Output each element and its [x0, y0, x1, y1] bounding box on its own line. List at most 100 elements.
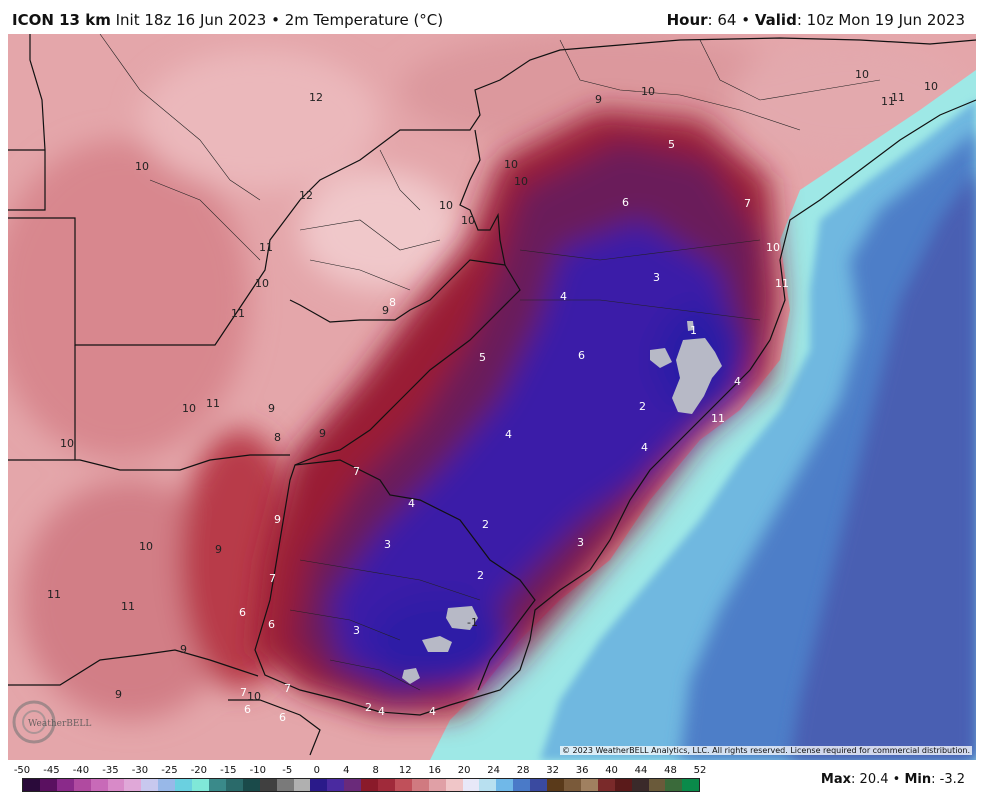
colorbar-segment: [394, 779, 412, 791]
colorbar-segment: [23, 779, 40, 791]
valid-value: : 10z Mon 19 Jun 2023: [796, 11, 965, 29]
contour-label: 7: [269, 572, 276, 585]
contour-label: 9: [274, 513, 281, 526]
colorbar-tick-label: 0: [313, 765, 320, 776]
contour-label: 3: [353, 624, 360, 637]
header-left: ICON 13 km Init 18z 16 Jun 2023 • 2m Tem…: [12, 11, 443, 29]
header-right: Hour: 64 • Valid: 10z Mon 19 Jun 2023: [667, 11, 965, 29]
contour-label: 10: [924, 80, 938, 93]
contour-label: 11: [206, 397, 220, 410]
contour-label: 11: [47, 588, 61, 601]
contour-label: 12: [309, 91, 323, 104]
contour-label: 10: [182, 402, 196, 415]
colorbar-tick-label: -45: [43, 765, 60, 776]
colorbar-tick-label: -10: [249, 765, 266, 776]
colorbar-segment: [411, 779, 429, 791]
header-bar: ICON 13 km Init 18z 16 Jun 2023 • 2m Tem…: [0, 0, 984, 34]
colorbar-segment: [547, 779, 564, 791]
contour-label: 9: [382, 304, 389, 317]
contour-label: 6: [244, 703, 251, 716]
contour-label: 9: [215, 543, 222, 556]
contour-label: 2: [365, 701, 372, 714]
contour-label: 10: [461, 214, 475, 227]
contour-label: 6: [279, 711, 286, 724]
contour-label: 7: [744, 197, 751, 210]
min-value: : -3.2: [931, 772, 965, 787]
contour-label: 10: [504, 158, 518, 171]
contour-label: 3: [577, 536, 584, 549]
contour-label: 4: [641, 441, 648, 454]
colorbar-tick-label: -40: [72, 765, 90, 776]
colorbar-segment: [293, 779, 311, 791]
colorbar-tick-label: -25: [161, 765, 178, 776]
contour-label: 9: [115, 688, 122, 701]
contour-label: 11: [259, 241, 273, 254]
colorbar-segment: [597, 779, 615, 791]
colorbar-segment: [327, 779, 345, 791]
contour-label: 6: [578, 349, 585, 362]
colorbar-segment: [530, 779, 548, 791]
logo-wordmark: WeatherBELL: [28, 719, 91, 729]
contour-label: 10: [855, 68, 869, 81]
contour-label: 4: [560, 290, 567, 303]
colorbar-segment: [259, 779, 277, 791]
colorbar-segment: [496, 779, 514, 791]
colorbar-tick-label: 52: [693, 765, 707, 776]
contour-label: 11: [231, 307, 245, 320]
hour-label: Hour: [666, 11, 708, 29]
colorbar-segment: [682, 779, 700, 791]
contour-label: 4: [408, 497, 415, 510]
colorbar-segment: [158, 779, 176, 791]
colorbar-segment: [73, 779, 91, 791]
contour-labels: 12 10 10 12 11 10 11 8 9 10 11 9 8 9 10 …: [47, 68, 938, 724]
weatherbell-logo: WeatherBELL: [12, 700, 91, 744]
colorbar-segment: [428, 779, 446, 791]
colorbar-tick-label: 8: [372, 765, 379, 776]
colorbar-segment: [648, 779, 666, 791]
contour-label: 2: [482, 518, 489, 531]
ocean: [430, 70, 976, 760]
colorbar-segment: [208, 779, 226, 791]
contour-label: 3: [384, 538, 391, 551]
colorbar-segment: [141, 779, 159, 791]
contour-label: 4: [734, 375, 741, 388]
contour-label: 5: [479, 351, 486, 364]
contour-label: 11: [881, 95, 895, 108]
contour-label: 2: [639, 400, 646, 413]
colorbar-segment: [175, 779, 193, 791]
colorbar-segment: [361, 779, 379, 791]
copyright-notice: © 2023 WeatherBELL Analytics, LLC. All r…: [560, 746, 972, 755]
colorbar-tick-label: 4: [343, 765, 350, 776]
contour-label: 9: [180, 643, 187, 656]
country-borders: [8, 34, 976, 756]
hour-value: : 64: [707, 11, 737, 29]
contour-label: 2: [477, 569, 484, 582]
colorbar-segment: [631, 779, 649, 791]
colorbar-segment: [90, 779, 108, 791]
field-name: 2m Temperature (°C): [284, 11, 444, 29]
colorbar-segment: [225, 779, 243, 791]
colorbar-tick-label: -5: [282, 765, 293, 776]
temperature-map: WeatherBELL 12 10 10 12 11 10 11 8 9 10 …: [8, 34, 976, 760]
colorbar-tick-label: 48: [664, 765, 677, 776]
valid-label: Valid: [754, 11, 797, 29]
colorbar-tick-label: 20: [457, 765, 471, 776]
colorbar-tick-label: 44: [634, 765, 648, 776]
contour-label: 7: [240, 686, 247, 699]
contour-label: 11: [775, 277, 789, 290]
stats-separator: •: [892, 772, 901, 787]
colorbar-segment: [107, 779, 125, 791]
contour-label: 10: [439, 199, 453, 212]
contour-label: 10: [247, 690, 261, 703]
contour-label: 11: [121, 600, 135, 613]
colorbar-tick-label: 12: [398, 765, 412, 776]
colorbar-segment: [614, 779, 632, 791]
colorbar-segment: [124, 779, 142, 791]
contour-label: 8: [389, 296, 396, 309]
contour-label: 6: [268, 618, 275, 631]
colorbar-segment: [56, 779, 74, 791]
bullet-separator: •: [271, 11, 280, 29]
colorbar-segment: [513, 779, 531, 791]
colorbar-tick-label: 28: [516, 765, 530, 776]
freezing-patches: [402, 321, 722, 684]
